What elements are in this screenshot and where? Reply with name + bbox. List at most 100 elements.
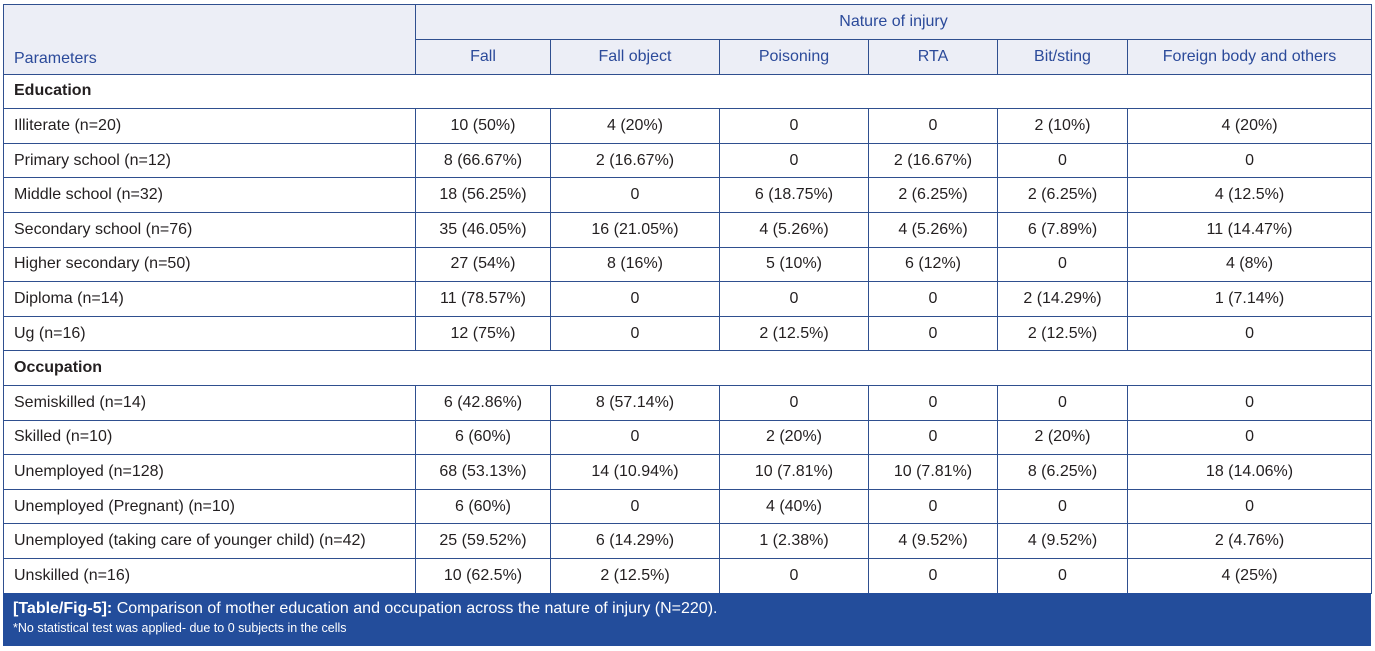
section-title: Education <box>2 73 1373 110</box>
table-cell: 0 <box>719 142 869 179</box>
table-row: Semiskilled (n=14) 6 (42.86%) 8 (57.14%) 0 0… <box>3 384 1373 421</box>
header-row-group: Parameters Nature of injury <box>3 4 1373 75</box>
parameters-header: Parameters <box>3 4 416 75</box>
table-cell: 6 (42.86%) <box>415 384 551 421</box>
table-cell: 25 (59.52%) <box>415 523 551 559</box>
caption-text: Comparison of mother education and occup… <box>112 600 718 617</box>
table-cell: 0 <box>868 384 998 421</box>
table-cell: 8 (16%) <box>550 246 720 283</box>
table-cell: 2 (20%) <box>997 419 1128 456</box>
table-cell: 14 (10.94%) <box>550 454 720 490</box>
row-label: Unemployed (Pregnant) (n=10) <box>3 488 416 525</box>
table-cell: 10 (7.81%) <box>868 454 998 490</box>
table-cell: 4 (8%) <box>1126 246 1373 283</box>
table-cell: 10 (7.81%) <box>719 454 869 490</box>
table-row: Diploma (n=14) 11 (78.57%) 0 0 0 2 (14.29%) 1 … <box>3 281 1373 317</box>
data-table-container: Parameters Nature of injury Fall Fall obj… <box>2 4 1373 594</box>
table-cell: 0 <box>719 557 869 594</box>
table-row: Secondary school (n=76) 35 (46.05%) 16 (21… <box>3 211 1373 248</box>
row-label: Unskilled (n=16) <box>3 557 416 594</box>
table-cell: 11 (14.47%) <box>1126 211 1373 248</box>
table-cell: 0 <box>868 419 998 456</box>
row-label: Secondary school (n=76) <box>3 211 416 248</box>
table-cell: 0 <box>997 488 1128 525</box>
table-cell: 4 (40%) <box>719 488 869 525</box>
injury-table: Parameters Nature of injury Fall Fall obj… <box>2 4 1373 594</box>
table-cell: 2 (12.5%) <box>719 315 869 352</box>
table-cell: 35 (46.05%) <box>415 211 551 248</box>
table-cell: 0 <box>1126 419 1373 456</box>
row-label: Unemployed (taking care of younger child… <box>3 523 416 559</box>
table-cell: 4 (5.26%) <box>868 211 998 248</box>
table-cell: 4 (9.52%) <box>997 523 1128 559</box>
column-header: RTA <box>868 39 998 75</box>
column-header: Fall <box>415 39 551 75</box>
table-row: Unemployed (taking care of younger child… <box>3 523 1373 559</box>
table-cell: 2 (16.67%) <box>550 142 720 179</box>
table-cell: 1 (7.14%) <box>1126 281 1373 317</box>
table-cell: 8 (57.14%) <box>550 384 720 421</box>
table-cell: 4 (20%) <box>1126 108 1373 144</box>
section-title: Occupation <box>2 350 1373 386</box>
table-cell: 0 <box>1126 315 1373 352</box>
table-cell: 68 (53.13%) <box>415 454 551 490</box>
table-cell: 12 (75%) <box>415 315 551 352</box>
row-label: Semiskilled (n=14) <box>3 384 416 421</box>
row-label: Ug (n=16) <box>3 315 416 352</box>
table-cell: 4 (9.52%) <box>868 523 998 559</box>
caption-line: [Table/Fig-5]: Comparison of mother educ… <box>13 600 1361 618</box>
table-cell: 2 (6.25%) <box>997 177 1128 213</box>
table-cell: 2 (16.67%) <box>868 142 998 179</box>
table-cell: 0 <box>868 315 998 352</box>
table-cell: 0 <box>550 419 720 456</box>
table-cell: 4 (25%) <box>1126 557 1373 594</box>
table-cell: 0 <box>1126 384 1373 421</box>
caption-label: [Table/Fig-5]: <box>13 600 113 617</box>
row-label: Higher secondary (n=50) <box>3 246 416 283</box>
row-label: Illiterate (n=20) <box>3 108 416 144</box>
row-label: Middle school (n=32) <box>3 177 416 213</box>
table-cell: 4 (5.26%) <box>719 211 869 248</box>
table-cell: 10 (62.5%) <box>415 557 551 594</box>
table-cell: 0 <box>550 177 720 213</box>
table-row: Skilled (n=10) 6 (60%) 0 2 (20%) 0 2 (20%) 0 <box>3 419 1373 456</box>
table-cell: 0 <box>719 281 869 317</box>
row-label: Skilled (n=10) <box>3 419 416 456</box>
table-cell: 8 (66.67%) <box>415 142 551 179</box>
table-cell: 0 <box>868 108 998 144</box>
table-cell: 0 <box>997 384 1128 421</box>
table-cell: 2 (10%) <box>997 108 1128 144</box>
table-cell: 10 (50%) <box>415 108 551 144</box>
table-cell: 0 <box>719 108 869 144</box>
table-cell: 2 (12.5%) <box>550 557 720 594</box>
row-label: Primary school (n=12) <box>3 142 416 179</box>
row-label: Diploma (n=14) <box>3 281 416 317</box>
table-cell: 0 <box>550 281 720 317</box>
caption-note: *No statistical test was applied- due to… <box>13 621 347 635</box>
table-row: Unskilled (n=16) 10 (62.5%) 2 (12.5%) 0 0 0 4 … <box>3 557 1373 594</box>
table-cell: 18 (56.25%) <box>415 177 551 213</box>
table-cell: 18 (14.06%) <box>1126 454 1373 490</box>
table-cell: 2 (20%) <box>719 419 869 456</box>
table-cell: 0 <box>719 384 869 421</box>
table-cell: 0 <box>550 315 720 352</box>
table-cell: 6 (18.75%) <box>719 177 869 213</box>
table-cell: 0 <box>868 281 998 317</box>
table-cell: 8 (6.25%) <box>997 454 1128 490</box>
table-row: Unemployed (Pregnant) (n=10) 6 (60%) 0 4 (4… <box>3 488 1373 525</box>
table-cell: 6 (12%) <box>868 246 998 283</box>
table-cell: 0 <box>997 246 1128 283</box>
table-cell: 16 (21.05%) <box>550 211 720 248</box>
header-row-columns: Fall Fall object Poisoning RTA Bit/sting Fore… <box>4 39 1373 75</box>
table-row: Unemployed (n=128) 68 (53.13%) 14 (10.94%)… <box>3 454 1373 490</box>
table-cell: 6 (7.89%) <box>997 211 1128 248</box>
table-cell: 0 <box>997 142 1128 179</box>
nature-of-injury-header: Nature of injury <box>414 4 1373 40</box>
column-header: Foreign body and others <box>1126 39 1373 75</box>
table-row: Higher secondary (n=50) 27 (54%) 8 (16%) 5 … <box>3 246 1373 283</box>
table-caption: [Table/Fig-5]: Comparison of mother educ… <box>3 593 1371 646</box>
table-cell: 0 <box>997 557 1128 594</box>
table-cell: 0 <box>868 557 998 594</box>
table-cell: 27 (54%) <box>415 246 551 283</box>
table-cell: 0 <box>1126 142 1373 179</box>
